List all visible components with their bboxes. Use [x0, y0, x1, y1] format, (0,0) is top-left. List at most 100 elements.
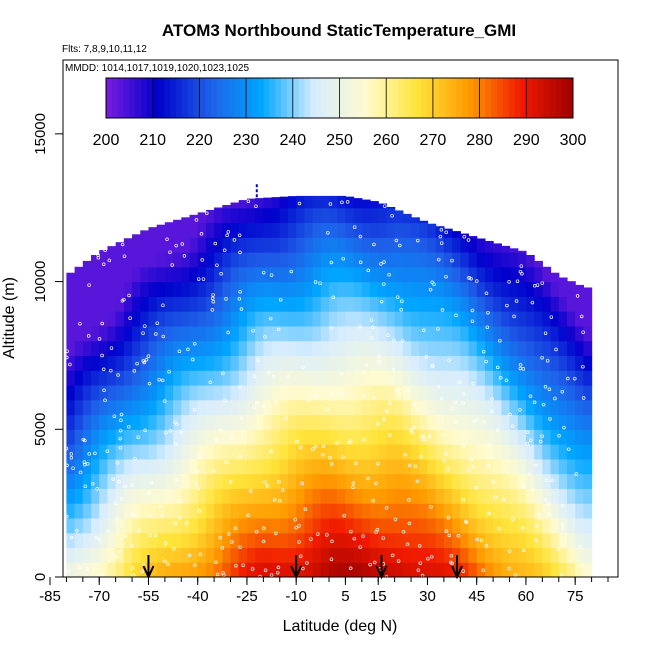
heatmap-cell	[238, 325, 248, 342]
heatmap-cell	[402, 311, 412, 327]
observation-point	[163, 399, 167, 403]
heatmap-cell	[484, 473, 494, 489]
heatmap-cell	[411, 370, 420, 386]
heatmap-cell	[353, 547, 363, 563]
heatmap-cell	[550, 488, 560, 504]
heatmap-cell	[525, 517, 535, 534]
heatmap-cell	[566, 532, 576, 549]
heatmap-cell	[181, 488, 191, 504]
observation-point	[385, 409, 389, 413]
observation-point	[297, 201, 302, 206]
heatmap-cell	[337, 237, 347, 253]
observation-point	[141, 331, 145, 335]
heatmap-cell	[452, 266, 461, 283]
heatmap-cell	[263, 429, 273, 445]
heatmap-cell	[353, 444, 363, 460]
heatmap-cell	[476, 414, 486, 430]
heatmap-cell	[222, 444, 232, 460]
heatmap-cell	[197, 488, 207, 504]
heatmap-cell	[484, 532, 494, 549]
observation-point	[407, 521, 412, 526]
colorbar-segment	[415, 78, 422, 118]
observation-point	[321, 444, 326, 449]
heatmap-cell	[230, 355, 240, 371]
heatmap-cell	[287, 196, 297, 209]
observation-point	[528, 394, 533, 399]
heatmap-cell	[320, 296, 330, 312]
heatmap-cell	[312, 325, 322, 342]
observation-point	[286, 374, 290, 379]
observation-point	[534, 523, 539, 528]
heatmap-cell	[82, 296, 92, 312]
heatmap-cell	[493, 355, 502, 371]
heatmap-cell	[452, 503, 461, 519]
heatmap-cell	[181, 473, 191, 489]
heatmap-cell	[82, 444, 92, 460]
heatmap-cell	[484, 429, 494, 445]
heatmap-cell	[452, 384, 461, 401]
heatmap-cell	[353, 198, 363, 209]
heatmap-cell	[370, 473, 379, 489]
heatmap-cell	[279, 296, 289, 312]
heatmap-cell	[329, 488, 338, 504]
heatmap-cell	[140, 355, 150, 371]
heatmap-cell	[329, 473, 338, 489]
observation-point	[462, 235, 467, 239]
colorbar-segment	[310, 78, 317, 118]
heatmap-cell	[329, 296, 338, 312]
heatmap-cell	[550, 384, 560, 401]
heatmap-cell	[411, 217, 420, 224]
observation-point	[407, 463, 412, 467]
observation-point	[140, 569, 145, 574]
heatmap-cell	[329, 281, 338, 297]
heatmap-cell	[222, 252, 232, 268]
heatmap-cell	[164, 488, 174, 504]
heatmap-cell	[534, 473, 543, 489]
heatmap-cell	[517, 473, 527, 489]
heatmap-cell	[115, 311, 125, 327]
observation-point	[328, 455, 332, 460]
observation-point	[390, 553, 395, 558]
heatmap-cell	[148, 311, 158, 327]
heatmap-cell	[476, 238, 486, 253]
observation-point	[172, 546, 176, 551]
heatmap-cell	[452, 444, 461, 460]
heatmap-cell	[476, 281, 486, 297]
heatmap-cell	[468, 370, 478, 386]
heatmap-cell	[246, 444, 256, 460]
heatmap-cell	[378, 340, 388, 357]
heatmap-cell	[337, 281, 347, 297]
heatmap-cell	[509, 281, 519, 297]
heatmap-cell	[468, 325, 478, 342]
heatmap-cell	[246, 473, 256, 489]
observation-point	[230, 435, 234, 440]
observation-point	[444, 452, 448, 456]
heatmap-cell	[558, 562, 568, 577]
heatmap-cell	[329, 517, 338, 534]
heatmap-cell	[435, 444, 445, 460]
heatmap-cell	[107, 355, 117, 371]
heatmap-cell	[287, 399, 297, 416]
heatmap-cell	[107, 488, 117, 504]
heatmap-cell	[263, 399, 273, 416]
observation-point	[197, 454, 202, 459]
heatmap-cell	[197, 370, 207, 386]
heatmap-cell	[501, 266, 511, 283]
colorbar-segment	[333, 78, 340, 118]
heatmap-cell	[164, 458, 174, 475]
heatmap-cell	[394, 488, 404, 504]
heatmap-cell	[542, 444, 552, 460]
heatmap-cell	[550, 503, 560, 519]
heatmap-cell	[509, 311, 519, 327]
heatmap-cell	[394, 399, 404, 416]
heatmap-cell	[443, 252, 453, 268]
heatmap-cell	[296, 429, 305, 445]
observation-point	[379, 262, 383, 266]
heatmap-cell	[443, 296, 453, 312]
heatmap-cell	[402, 517, 412, 534]
heatmap-cell	[164, 222, 174, 238]
heatmap-cell	[493, 562, 502, 577]
observation-point	[120, 497, 124, 501]
heatmap-cell	[164, 547, 174, 563]
heatmap-cell	[156, 399, 166, 416]
